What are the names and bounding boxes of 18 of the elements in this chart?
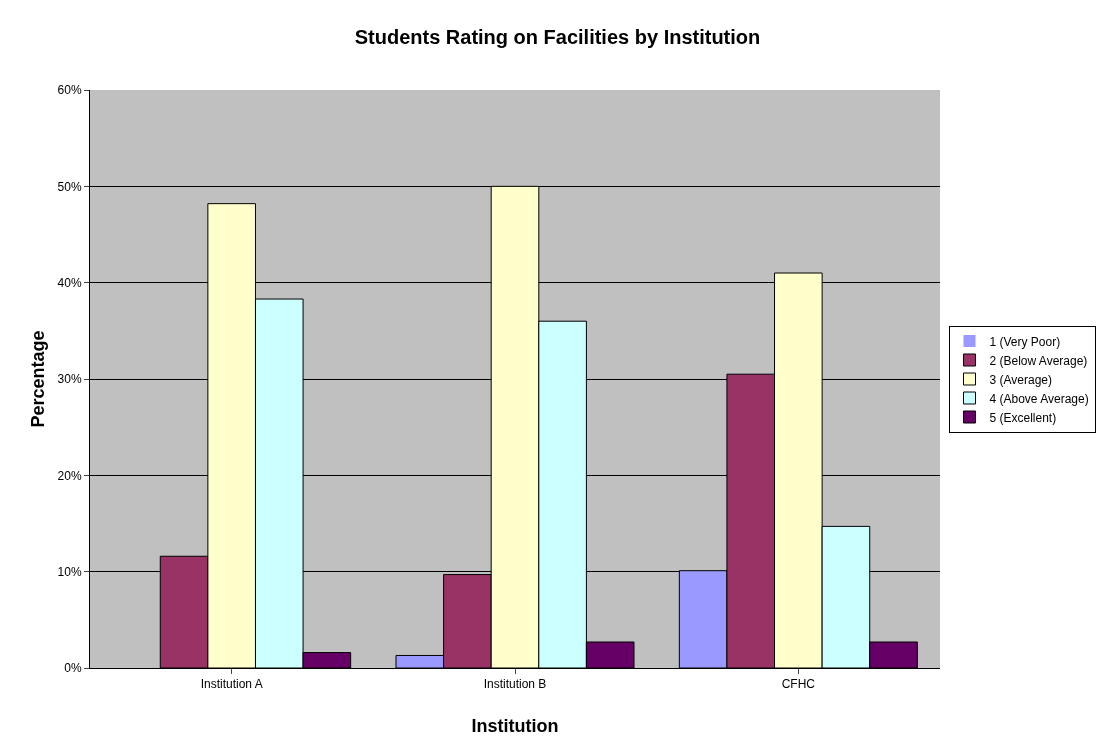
legend-label: 1 (Very Poor) [989,334,1061,349]
y-tick-label: 50% [57,179,82,194]
y-tick-label: 10% [57,564,82,579]
y-tick-label: 20% [57,468,82,483]
y-tick-label: 60% [57,83,82,98]
y-tick-label: 40% [57,275,82,290]
y-tick-label: 30% [57,372,82,387]
legend-label: 4 (Above Average) [989,391,1089,406]
y-tick-label: 0% [64,661,82,676]
legend-label: 3 (Average) [989,372,1052,387]
x-tick-label: Institution B [483,677,547,692]
x-tick-label: Institution A [200,677,263,692]
chart-title: Students Rating on Facilities by Institution [354,25,761,48]
x-axis-title: Institution [471,716,559,736]
legend-label: 2 (Below Average) [989,353,1088,368]
y-axis-title: Percentage [28,330,48,428]
legend-label: 5 (Excellent) [989,410,1057,425]
x-tick-label: CFHC [781,677,816,692]
